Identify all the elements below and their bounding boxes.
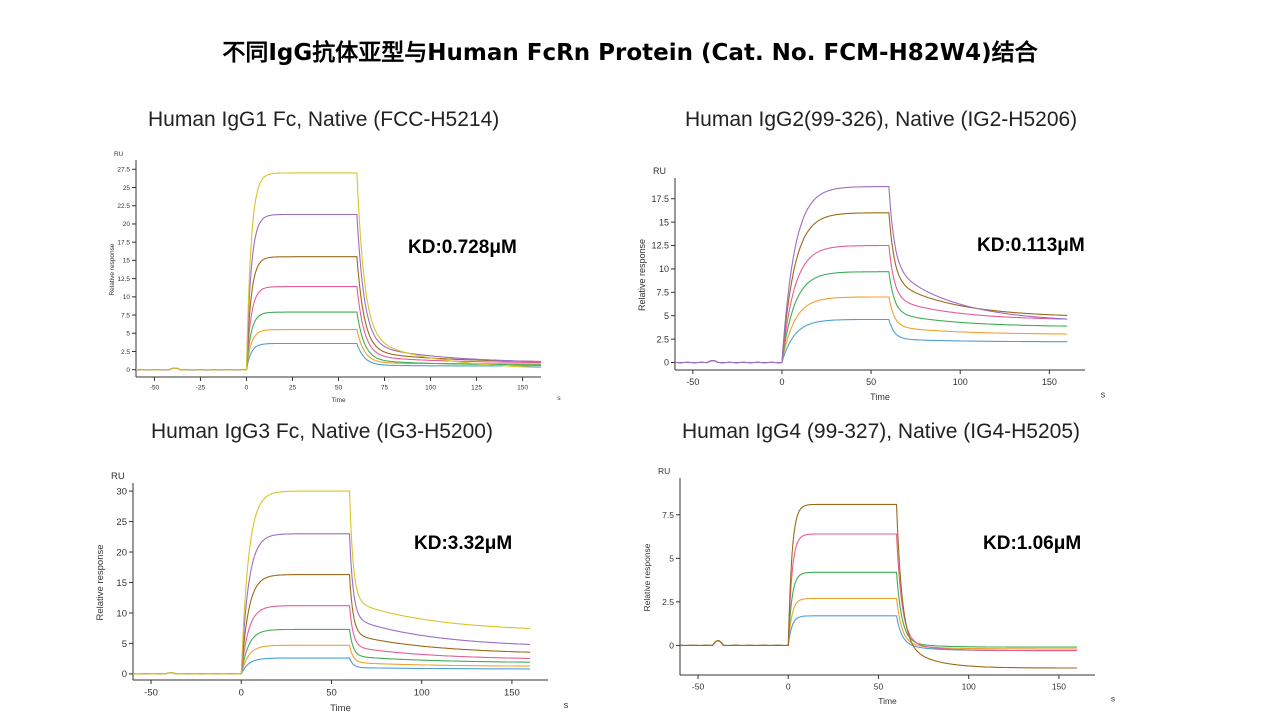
x-tick-label: 100 — [953, 377, 968, 387]
chart-title-igg4: Human IgG4 (99-327), Native (IG4-H5205) — [682, 420, 1081, 443]
series-line-3 — [136, 311, 541, 371]
y-axis-label: Relative response — [637, 239, 647, 311]
sensorgram-igg4: 0 2.5 5 7.5 -50 0 50 100 150 Time s RU Relative resp… — [642, 466, 1115, 706]
sensorgram-igg1: 0 2.5 5 7.5 10 12.5 15 17.5 20 22.5 25 27.5 -50 -25 0 2… — [109, 151, 561, 404]
y-tick-label: 25 — [123, 185, 131, 192]
y-tick-label: 5 — [126, 331, 130, 338]
y-tick-label: 5 — [664, 311, 669, 321]
x-tick-label: 100 — [414, 688, 430, 699]
page-title: 不同IgG抗体亚型与Human FcRn Protein (Cat. No. F… — [222, 40, 1038, 66]
series-line-4 — [133, 605, 531, 675]
x-tick-label: 100 — [425, 385, 436, 392]
x-tick-label: -50 — [686, 377, 699, 387]
y-tick-label: 5 — [122, 639, 127, 650]
x-unit-label: s — [557, 395, 561, 402]
y-unit-label: RU — [111, 471, 125, 482]
x-tick-label: 50 — [866, 377, 876, 387]
y-tick-label: 5 — [669, 553, 674, 563]
y-axis-label: Relative response — [109, 243, 116, 295]
y-unit-label: RU — [653, 166, 666, 176]
series-line-5 — [135, 256, 541, 371]
chart-title-igg3: Human IgG3 Fc, Native (IG3-H5200) — [151, 420, 493, 443]
x-tick-label: -50 — [692, 682, 705, 692]
kd-label-igg2: KD:0.113μM — [977, 235, 1085, 256]
x-unit-label: s — [1111, 693, 1115, 703]
x-tick-label: -50 — [144, 688, 158, 699]
x-tick-label: 75 — [381, 385, 389, 392]
x-tick-label: 50 — [874, 682, 884, 692]
sensorgram-igg2: 0 2.5 5 7.5 10 12.5 15 17.5 -50 0 50 100 150 Time s RU R… — [637, 166, 1106, 402]
chart-title-igg1: Human IgG1 Fc, Native (FCC-H5214) — [148, 108, 500, 131]
y-tick-label: 12.5 — [117, 276, 130, 283]
series-line-4 — [674, 244, 1068, 364]
y-unit-label: RU — [114, 151, 124, 158]
x-tick-label: -50 — [150, 385, 160, 392]
x-tick-label: 50 — [326, 688, 337, 699]
x-tick-label: 25 — [289, 385, 297, 392]
kd-label-igg1: KD:0.728μM — [408, 237, 517, 258]
x-axis-label: Time — [331, 397, 346, 404]
series-line-1 — [675, 318, 1068, 364]
x-tick-label: 100 — [962, 682, 976, 692]
y-tick-label: 17.5 — [651, 194, 669, 204]
y-tick-label: 0 — [669, 640, 674, 650]
y-tick-label: 25 — [116, 517, 127, 528]
y-tick-label: 0 — [122, 669, 127, 680]
x-axis-label: Time — [878, 696, 897, 706]
y-tick-label: 30 — [116, 486, 127, 497]
series-line-7 — [136, 172, 541, 371]
x-tick-label: 150 — [1052, 682, 1066, 692]
y-unit-label: RU — [658, 466, 670, 476]
y-tick-label: 20 — [116, 547, 127, 558]
x-tick-label: 125 — [471, 385, 482, 392]
x-axis-label: Time — [870, 392, 890, 402]
y-tick-label: 7.5 — [656, 287, 669, 297]
x-tick-label: 0 — [239, 688, 244, 699]
x-tick-label: 0 — [245, 385, 249, 392]
x-tick-label: 150 — [1042, 377, 1057, 387]
y-tick-label: 15 — [659, 217, 669, 227]
series-line-2 — [680, 597, 1077, 650]
y-tick-label: 10 — [123, 294, 131, 301]
y-tick-label: 10 — [659, 264, 669, 274]
x-unit-label: s — [1101, 389, 1106, 399]
chart-title-igg2: Human IgG2(99-326), Native (IG2-H5206) — [685, 108, 1078, 131]
x-tick-label: 150 — [504, 688, 520, 699]
y-tick-label: 27.5 — [117, 167, 130, 174]
y-tick-label: 17.5 — [117, 239, 130, 246]
series-line-3 — [133, 628, 530, 675]
y-axis-label: Relative response — [95, 544, 106, 620]
x-unit-label: s — [564, 700, 569, 711]
y-tick-label: 2.5 — [662, 597, 674, 607]
kd-label-igg3: KD:3.32μM — [414, 533, 513, 554]
y-tick-label: 2.5 — [121, 349, 130, 356]
series-line-5 — [680, 503, 1077, 669]
sensorgram-igg3: 0 5 10 15 20 25 30 -50 0 50 100 150 Time s RU Relative … — [95, 471, 569, 714]
series-line-6 — [675, 186, 1068, 364]
y-tick-label: 10 — [116, 608, 127, 619]
kd-label-igg4: KD:1.06μM — [983, 533, 1082, 554]
series-line-1 — [136, 342, 541, 371]
y-tick-label: 7.5 — [662, 510, 674, 520]
y-axis-label: Relative response — [642, 543, 652, 611]
y-tick-label: 12.5 — [651, 241, 669, 251]
series-line-4 — [135, 286, 541, 371]
x-tick-label: -25 — [196, 385, 206, 392]
y-tick-label: 15 — [123, 258, 131, 265]
y-tick-label: 7.5 — [121, 312, 130, 319]
x-axis-label: Time — [330, 703, 351, 714]
y-tick-label: 22.5 — [117, 203, 130, 210]
x-tick-label: 0 — [779, 377, 784, 387]
series-line-3 — [679, 571, 1077, 648]
x-tick-label: 150 — [517, 385, 528, 392]
y-tick-label: 2.5 — [656, 334, 669, 344]
y-tick-label: 0 — [126, 367, 130, 374]
x-tick-label: 50 — [335, 385, 343, 392]
series-line-7 — [133, 490, 530, 675]
y-tick-label: 0 — [664, 358, 669, 368]
series-line-2 — [675, 296, 1068, 364]
y-tick-label: 20 — [123, 221, 131, 228]
y-tick-label: 15 — [116, 578, 127, 589]
x-tick-label: 0 — [786, 682, 791, 692]
